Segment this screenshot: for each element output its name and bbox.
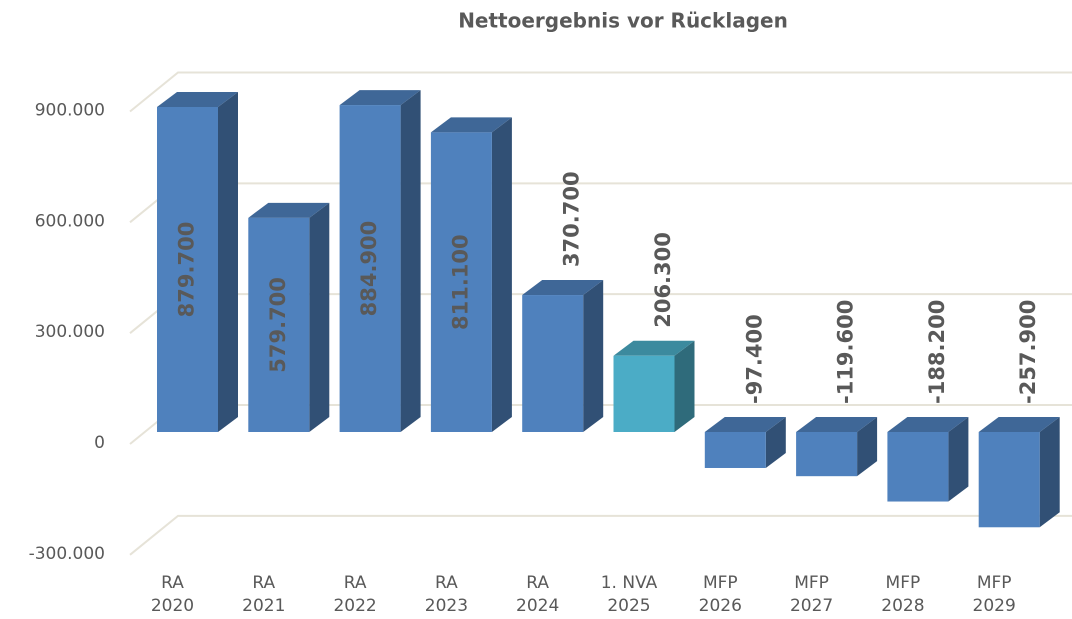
value-label: 811.100 <box>448 234 472 330</box>
bar-top <box>887 417 969 432</box>
x-tick-label: MFP 2027 <box>789 573 834 616</box>
bar-top <box>704 417 786 432</box>
bar-side <box>948 417 969 502</box>
bar-side <box>857 417 878 477</box>
value-label: -257.900 <box>1016 300 1040 404</box>
bar-side <box>765 417 786 468</box>
x-tick-label: MFP 2028 <box>881 573 925 616</box>
value-label: 884.900 <box>357 221 381 317</box>
bar-top <box>522 280 604 296</box>
bar-side <box>309 202 330 432</box>
bar-top <box>248 202 330 218</box>
x-tick-label: RA 2024 <box>516 573 560 616</box>
x-tick-label: RA 2020 <box>150 573 195 616</box>
bar-side <box>218 91 238 432</box>
value-label: 579.700 <box>266 277 290 373</box>
bar-side <box>1039 417 1060 528</box>
x-tick-label: RA 2022 <box>333 573 377 616</box>
value-label: 879.700 <box>175 222 199 318</box>
bar <box>613 355 675 432</box>
value-label: -97.400 <box>742 314 766 404</box>
bar-top <box>339 90 421 106</box>
bar <box>796 432 858 477</box>
bar-top <box>978 417 1060 432</box>
value-label: 370.700 <box>560 171 584 267</box>
bar <box>339 105 401 432</box>
bar <box>887 432 949 502</box>
grid-line <box>129 514 1072 556</box>
y-tick-label: 900.000 <box>35 101 105 121</box>
bar-side <box>491 117 512 432</box>
y-tick-label: 600.000 <box>35 211 105 231</box>
bar <box>157 106 218 432</box>
bar-top <box>796 417 878 432</box>
bar-side <box>583 280 604 432</box>
chart-title: Nettoergebnis vor Rücklagen <box>458 9 788 33</box>
x-tick-label: MFP 2029 <box>972 573 1016 616</box>
x-tick-label: RA 2023 <box>424 573 469 616</box>
x-tick-label: RA 2021 <box>242 573 286 616</box>
bar-top <box>157 91 238 107</box>
value-label: 206.300 <box>651 232 675 328</box>
bar <box>978 432 1040 528</box>
bar <box>522 295 584 432</box>
bar <box>704 432 766 468</box>
bar-side <box>674 340 695 432</box>
bar <box>248 217 310 432</box>
bar <box>430 132 492 432</box>
y-tick-label: -300.000 <box>29 544 105 564</box>
value-label: -188.200 <box>925 300 949 404</box>
bar-side <box>400 90 421 432</box>
bar-top <box>613 340 695 356</box>
y-tick-label: 300.000 <box>35 322 105 342</box>
bar-top <box>430 117 512 133</box>
value-label: -119.600 <box>834 300 858 404</box>
y-tick-label: 0 <box>94 433 105 453</box>
x-tick-label: MFP 2026 <box>698 573 742 616</box>
grid-line <box>129 71 1072 113</box>
x-tick-label: 1. NVA 2025 <box>600 573 658 616</box>
